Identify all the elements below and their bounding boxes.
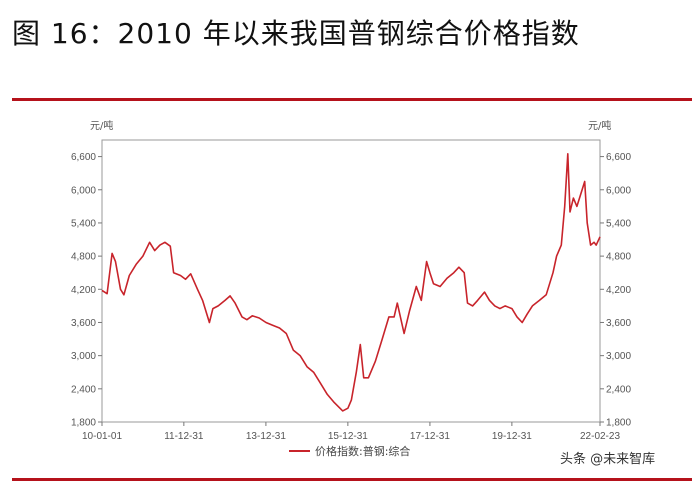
y-tick-label-left: 3,600	[71, 318, 96, 329]
x-tick-label: 19-12-31	[492, 431, 532, 442]
plot-frame	[101, 139, 601, 423]
y-tick-label-right: 2,400	[606, 384, 631, 395]
y-tick-label-right: 6,000	[606, 185, 631, 196]
x-tick-label: 10-01-01	[82, 431, 122, 442]
y-tick-label-left: 4,200	[71, 285, 96, 296]
y-tick-label-left: 6,600	[71, 152, 96, 163]
axes: 1,800 1,800 2,400 2,400 3,000 3,000 3,600 3,600…	[71, 119, 631, 442]
series-line-steel-price-index	[101, 153, 601, 412]
y-tick-label-left: 1,800	[71, 418, 96, 429]
x-tick-label: 11-12-31	[164, 431, 204, 442]
x-tick-label: 17-12-31	[410, 431, 450, 442]
y-tick-label-left: 4,800	[71, 252, 96, 263]
figure-title: 图 16：2010 年以来我国普钢综合价格指数	[12, 17, 580, 50]
y-tick-label-right: 4,200	[606, 285, 631, 296]
plot-area	[101, 153, 601, 412]
x-tick-label: 22-02-23	[580, 431, 620, 442]
top-rule	[12, 98, 692, 101]
bottom-rule	[12, 478, 692, 481]
y-axis-unit-left: 元/吨	[90, 119, 113, 132]
y-tick-label-left: 5,400	[71, 218, 96, 229]
y-tick-label-left: 6,000	[71, 185, 96, 196]
y-tick-label-right: 3,600	[606, 318, 631, 329]
y-tick-label-right: 1,800	[606, 418, 631, 429]
x-tick-label: 13-12-31	[246, 431, 286, 442]
y-axis-unit-right: 元/吨	[588, 119, 611, 132]
y-tick-label-left: 2,400	[71, 384, 96, 395]
x-tick-label: 15-12-31	[328, 431, 368, 442]
legend: 价格指数:普钢:综合	[289, 444, 410, 458]
y-tick-label-right: 4,800	[606, 252, 631, 263]
watermark: 头条 @未来智库	[560, 452, 656, 467]
y-tick-label-right: 6,600	[606, 152, 631, 163]
y-tick-label-left: 3,000	[71, 351, 96, 362]
y-tick-label-right: 3,000	[606, 351, 631, 362]
legend-label: 价格指数:普钢:综合	[315, 444, 410, 458]
y-tick-label-right: 5,400	[606, 218, 631, 229]
